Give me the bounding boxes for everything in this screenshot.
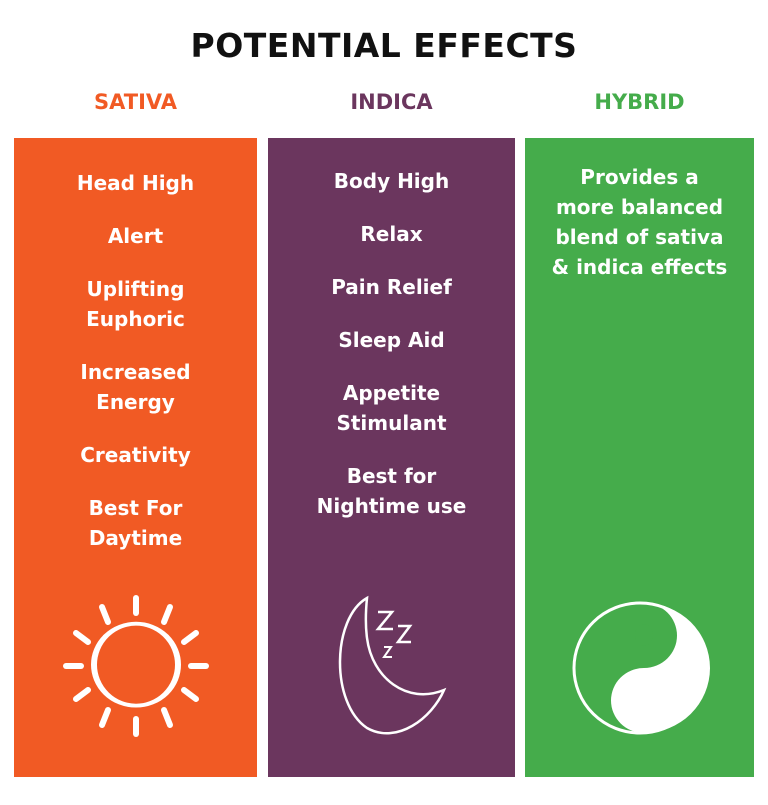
effect-item: Alert xyxy=(107,224,164,248)
effect-item: Appetite Stimulant xyxy=(336,381,447,435)
effect-item: Best For Daytime xyxy=(88,496,183,550)
hybrid-heading: HYBRID xyxy=(594,90,685,114)
sativa-heading: SATIVA xyxy=(94,90,177,114)
sativa-panel: Head High Alert Uplifting Euphoric Incre… xyxy=(14,138,257,777)
effect-item: Sleep Aid xyxy=(338,328,445,352)
page-title: POTENTIAL EFFECTS xyxy=(190,26,578,65)
indica-panel: Body High Relax Pain Relief Sleep Aid Ap… xyxy=(268,138,515,777)
hybrid-panel: Provides a more balanced blend of sativa… xyxy=(525,138,754,777)
sun-icon xyxy=(14,593,257,743)
effect-item: Increased Energy xyxy=(80,360,191,414)
effect-item: Relax xyxy=(360,222,423,246)
effect-item: Pain Relief xyxy=(331,275,452,299)
effect-item: Head High xyxy=(76,171,195,195)
effect-item: Uplifting Euphoric xyxy=(86,277,185,331)
moon-sleep-icon xyxy=(268,593,515,743)
effect-item: Body High xyxy=(333,169,450,193)
effect-item: Creativity xyxy=(80,443,191,467)
effect-item: Best for Nightime use xyxy=(316,464,467,518)
yin-yang-icon xyxy=(525,593,754,743)
indica-heading: INDICA xyxy=(350,90,433,114)
effect-item: Provides a more balanced blend of sativa… xyxy=(551,165,728,279)
